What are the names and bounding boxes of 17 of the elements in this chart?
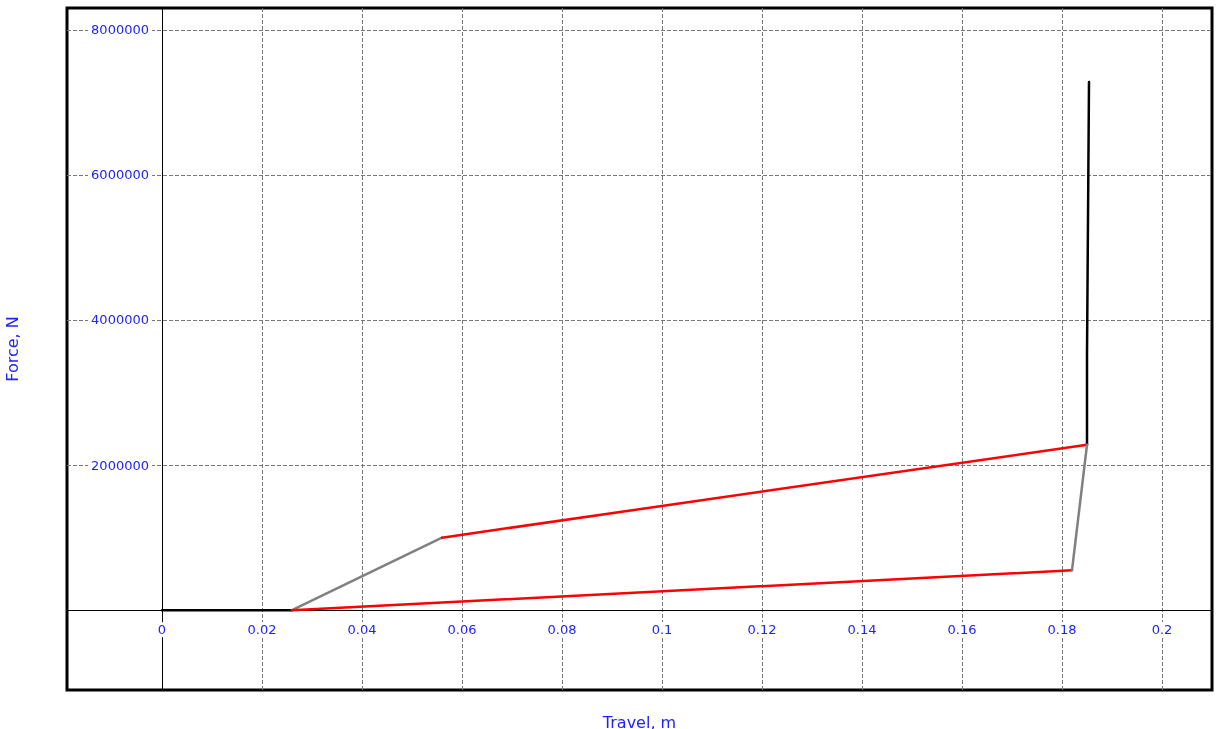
y-tick-label: 4000000 [91, 312, 149, 328]
x-tick-label: 0.16 [947, 622, 977, 638]
x-tick-label: 0 [157, 622, 167, 638]
x-tick-label: 0.02 [247, 622, 277, 638]
y-tick-label: 2000000 [91, 457, 149, 473]
x-tick-label: 0.14 [847, 622, 877, 638]
x-tick-label: 0.2 [1151, 622, 1173, 638]
x-tick-label: 0.04 [347, 622, 377, 638]
x-tick-label: 0.08 [547, 622, 577, 638]
x-tick-label: 0.18 [1047, 622, 1077, 638]
x-tick-label: 0.06 [447, 622, 477, 638]
y-axis-title: Force, N [2, 316, 22, 382]
y-tick-label: 6000000 [91, 167, 149, 183]
y-tick-label: 8000000 [91, 22, 149, 38]
x-tick-label: 0.12 [747, 622, 777, 638]
x-axis-title: Travel, m [601, 712, 677, 729]
x-tick-label: 0.1 [651, 622, 673, 638]
